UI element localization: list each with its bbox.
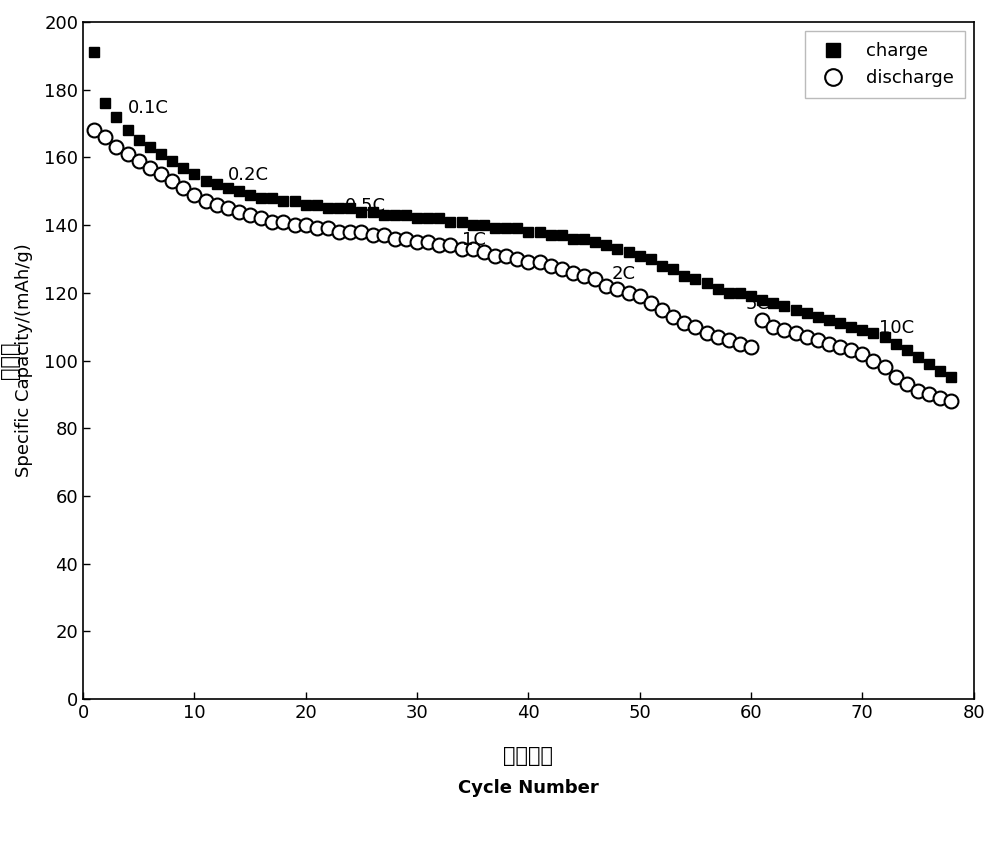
Text: 比容量: 比容量 [0,341,20,379]
Text: 0.1C: 0.1C [128,99,169,117]
Y-axis label: Specific Capacity/(mAh/g): Specific Capacity/(mAh/g) [15,244,33,478]
Text: 1C: 1C [462,230,485,249]
Text: 2C: 2C [612,264,636,283]
Text: 5C: 5C [745,295,769,313]
Text: 0.5C: 0.5C [345,197,386,215]
Text: 0.2C: 0.2C [228,167,269,185]
Text: 10C: 10C [879,318,914,337]
Text: Cycle Number: Cycle Number [458,779,599,798]
Legend: charge, discharge: charge, discharge [805,31,965,97]
Text: 循环次数: 循环次数 [503,745,553,766]
